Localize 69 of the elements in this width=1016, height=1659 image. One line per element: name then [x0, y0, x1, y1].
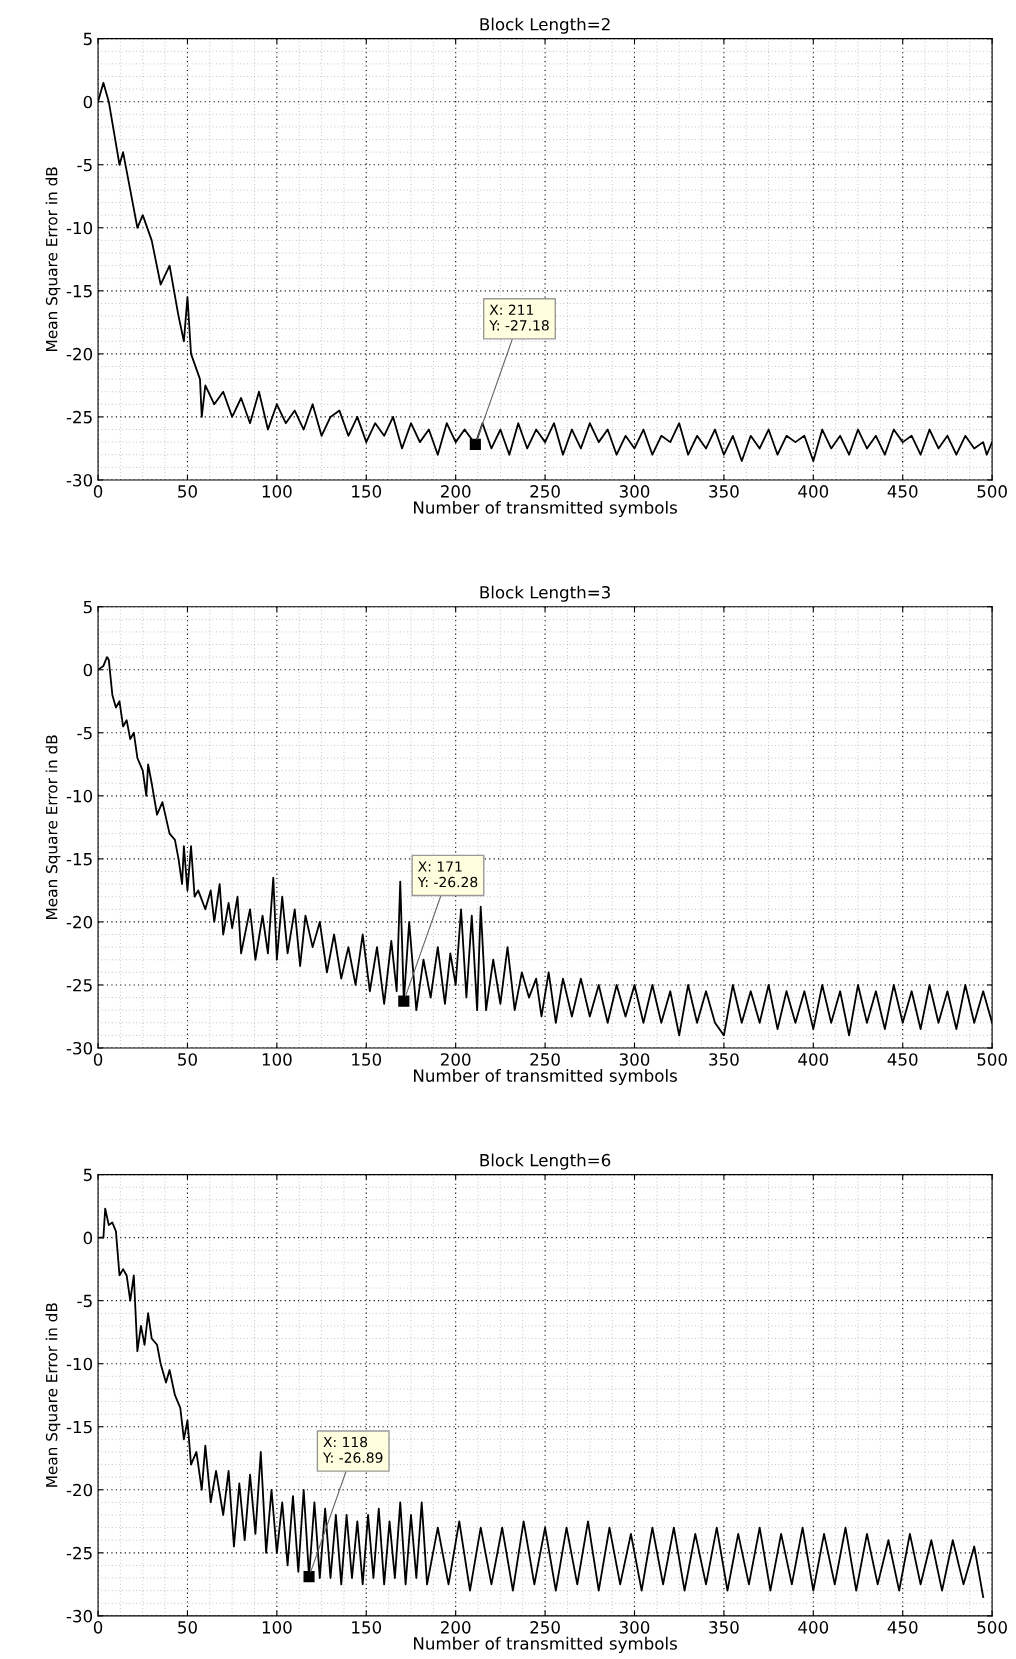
y-tick-label: -5	[77, 158, 92, 172]
x-tick-label: 250	[530, 1621, 560, 1634]
x-tick-label: 150	[352, 1053, 382, 1066]
x-tick-label: 250	[530, 485, 560, 498]
chart-title: Block Length=3	[480, 585, 610, 602]
y-tick-label: -25	[66, 410, 92, 424]
y-tick-label: -10	[66, 789, 93, 803]
y-axis-title: Mean Square Error in dB	[45, 167, 61, 351]
x-tick-label: 500	[977, 1053, 1007, 1066]
y-tick-label: -20	[66, 1483, 93, 1497]
x-tick-label: 350	[709, 1621, 739, 1634]
x-tick-label: 150	[352, 1621, 382, 1634]
y-tick-label: -10	[66, 221, 93, 235]
x-tick-label: 250	[530, 1053, 560, 1066]
y-tick-label: -15	[66, 853, 92, 866]
chart-title: Block Length=6	[480, 1153, 611, 1170]
x-tick-label: 50	[178, 1053, 197, 1066]
y-tick-label: -30	[66, 1041, 93, 1055]
x-tick-label: 0	[93, 485, 103, 498]
y-tick-label: -25	[66, 1546, 92, 1560]
y-tick-label: -15	[66, 1420, 92, 1434]
annotation: X: 171 Y: -26.28	[417, 861, 478, 888]
x-tick-label: 350	[709, 485, 739, 498]
x-tick-label: 200	[440, 1621, 471, 1634]
x-tick-label: 100	[262, 1621, 292, 1634]
y-tick-label: 0	[83, 1231, 93, 1245]
x-axis-title: Number of transmitted symbols	[414, 500, 677, 518]
y-tick-label: 0	[83, 663, 93, 677]
y-tick-label: -5	[77, 726, 92, 740]
x-axis-title: Number of transmitted symbols	[414, 1068, 677, 1086]
x-tick-label: 350	[709, 1053, 739, 1066]
y-tick-label: -20	[66, 915, 93, 929]
x-tick-label: 100	[262, 1053, 292, 1066]
y-tick-label: -25	[66, 978, 92, 992]
y-axis-title: Mean Square Error in dB	[45, 1303, 61, 1487]
y-tick-label: 5	[83, 1168, 92, 1182]
y-tick-label: 5	[83, 600, 92, 614]
y-tick-label: 0	[83, 95, 93, 109]
chart-title: Block Length=2	[480, 17, 610, 34]
annotation: X: 211 Y: -27.18	[489, 304, 549, 331]
x-tick-label: 0	[93, 1621, 103, 1634]
x-tick-label: 200	[440, 485, 471, 498]
x-tick-label: 450	[887, 1621, 918, 1634]
y-tick-label: -20	[66, 347, 93, 361]
x-tick-label: 0	[93, 1053, 103, 1066]
y-tick-label: -30	[66, 473, 93, 487]
y-tick-label: -15	[66, 285, 92, 298]
x-tick-label: 100	[262, 485, 292, 498]
x-tick-label: 400	[798, 1053, 829, 1066]
annotation: X: 118 Y: -26.89	[322, 1436, 383, 1463]
x-tick-label: 500	[977, 485, 1007, 498]
y-tick-label: -30	[66, 1609, 93, 1623]
x-tick-label: 300	[619, 485, 650, 498]
x-tick-label: 150	[352, 485, 382, 498]
y-axis-title: Mean Square Error in dB	[45, 735, 61, 919]
y-tick-label: -5	[77, 1294, 92, 1308]
x-axis-title: Number of transmitted symbols	[414, 1636, 677, 1653]
x-tick-label: 400	[798, 485, 829, 498]
x-tick-label: 450	[887, 1053, 918, 1066]
x-tick-label: 450	[887, 485, 918, 498]
x-tick-label: 500	[977, 1621, 1007, 1634]
y-tick-label: 5	[83, 32, 92, 46]
x-tick-label: 200	[440, 1053, 471, 1066]
x-tick-label: 400	[798, 1621, 829, 1634]
x-tick-label: 300	[619, 1053, 650, 1066]
x-tick-label: 300	[619, 1621, 650, 1634]
x-tick-label: 50	[178, 1621, 197, 1634]
x-tick-label: 50	[178, 485, 197, 498]
y-tick-label: -10	[66, 1357, 93, 1371]
